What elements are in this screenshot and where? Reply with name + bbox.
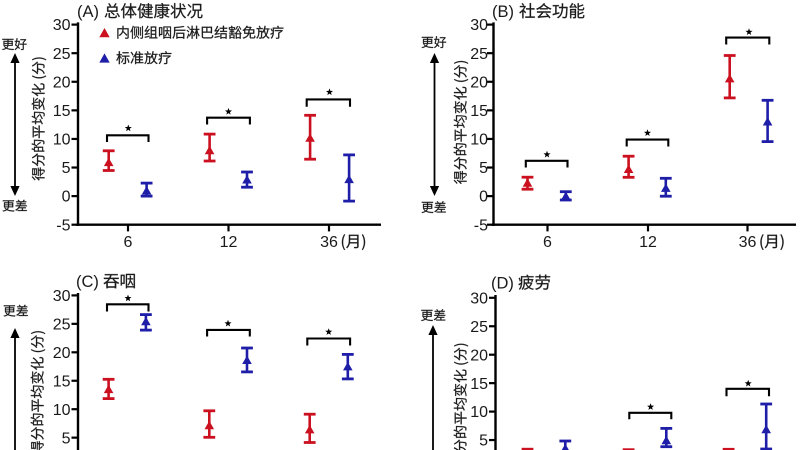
svg-text:-5: -5 <box>56 217 70 234</box>
svg-text:5: 5 <box>479 160 488 177</box>
svg-text:12: 12 <box>220 234 238 251</box>
svg-text:0: 0 <box>62 189 71 206</box>
svg-text:25: 25 <box>470 46 488 63</box>
svg-text:12: 12 <box>639 234 657 251</box>
svg-text:30: 30 <box>53 17 71 34</box>
svg-text:30: 30 <box>53 288 71 305</box>
svg-text:5: 5 <box>62 430 71 447</box>
svg-text:10: 10 <box>470 404 488 421</box>
svg-text:15: 15 <box>470 376 488 393</box>
svg-text:30: 30 <box>470 17 488 34</box>
svg-text:36: 36 <box>320 234 338 251</box>
svg-text:20: 20 <box>470 347 488 364</box>
svg-text:20: 20 <box>53 345 71 362</box>
svg-text:(A): (A) <box>77 3 99 21</box>
svg-text:(D): (D) <box>491 275 514 293</box>
svg-text:10: 10 <box>53 402 71 419</box>
svg-text:6: 6 <box>543 234 552 251</box>
svg-text:36: 36 <box>739 234 757 251</box>
svg-text:15: 15 <box>470 103 488 120</box>
svg-text:(C): (C) <box>76 273 99 291</box>
svg-text:30: 30 <box>470 290 488 307</box>
svg-text:5: 5 <box>62 160 71 177</box>
svg-text:(B): (B) <box>492 3 514 21</box>
svg-text:10: 10 <box>53 132 71 149</box>
svg-text:25: 25 <box>53 316 71 333</box>
svg-text:10: 10 <box>470 132 488 149</box>
svg-text:5: 5 <box>479 433 488 450</box>
svg-text:20: 20 <box>470 74 488 91</box>
svg-text:0: 0 <box>479 189 488 206</box>
svg-text:20: 20 <box>53 74 71 91</box>
svg-text:15: 15 <box>53 103 71 120</box>
svg-text:25: 25 <box>470 319 488 336</box>
svg-text:15: 15 <box>53 373 71 390</box>
svg-text:-5: -5 <box>474 217 488 234</box>
svg-text:25: 25 <box>53 46 71 63</box>
svg-text:6: 6 <box>124 234 133 251</box>
